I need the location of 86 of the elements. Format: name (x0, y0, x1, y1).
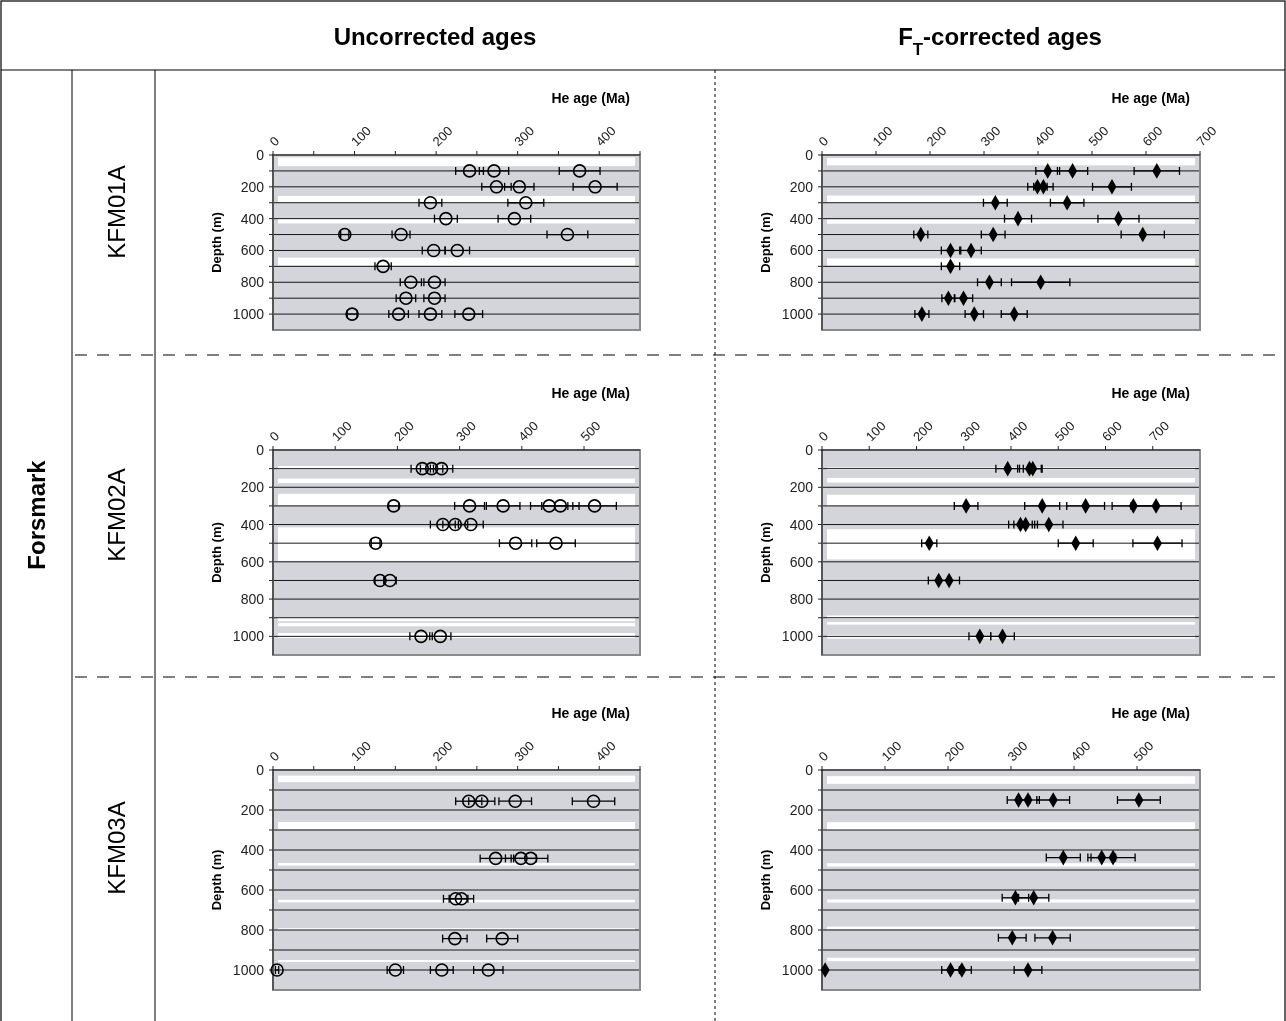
y-tick-label: 800 (240, 922, 265, 938)
y-tick-label: 200 (789, 479, 814, 496)
text: F$_{T}$-corrected ages (898, 23, 1102, 59)
x-tick-label: 700 (1146, 418, 1173, 445)
y-tick-label: 200 (240, 802, 265, 818)
y-tick-label: 400 (789, 210, 814, 227)
y-tick-label: 0 (805, 147, 814, 163)
x-tick-label: 300 (511, 738, 538, 765)
x-tick-label: 500 (1085, 123, 1112, 150)
x-axis-title: He age (Ma) (1111, 705, 1190, 721)
x-tick-label: 300 (453, 418, 480, 445)
y-axis-title: Depth (m) (758, 522, 773, 583)
x-tick-label: 300 (511, 123, 538, 150)
x-tick-label: 200 (923, 123, 950, 150)
y-tick-label: 1000 (781, 306, 814, 323)
y-tick-label: 400 (240, 210, 265, 227)
y-tick-label: 600 (240, 553, 265, 570)
y-tick-label: 1000 (781, 962, 814, 978)
x-tick-label: 200 (429, 738, 456, 765)
text: KFM03A (103, 801, 130, 895)
y-tick-label: 0 (256, 442, 265, 458)
x-tick-label: 200 (390, 418, 417, 445)
y-tick-label: 800 (789, 274, 814, 291)
y-tick-label: 800 (789, 922, 814, 938)
y-tick-label: 200 (240, 479, 265, 496)
x-tick-label: 400 (592, 123, 619, 150)
x-tick-label: 100 (348, 738, 375, 765)
text: KFM01A (103, 165, 130, 259)
y-tick-label: 400 (240, 842, 265, 858)
y-tick-label: 800 (240, 274, 265, 291)
y-tick-label: 200 (789, 802, 814, 818)
y-tick-label: 600 (240, 242, 265, 259)
y-tick-label: 600 (789, 882, 814, 898)
y-tick-label: 1000 (781, 628, 814, 645)
x-axis-title: He age (Ma) (551, 705, 630, 721)
x-tick-label: 500 (577, 418, 604, 445)
x-tick-label: 200 (910, 418, 936, 445)
y-tick-label: 400 (789, 516, 814, 533)
y-tick-label: 800 (789, 591, 814, 608)
y-axis-title: Depth (m) (209, 212, 224, 273)
text: KFM02A (103, 468, 130, 562)
y-tick-label: 400 (789, 842, 814, 858)
x-tick-label: 100 (869, 123, 896, 150)
x-tick-label: 100 (348, 123, 375, 150)
x-tick-label: 200 (429, 123, 456, 150)
x-tick-label: 400 (1067, 738, 1094, 765)
y-axis-title: Depth (m) (758, 212, 773, 273)
x-axis-title: He age (Ma) (1111, 90, 1190, 106)
y-axis-title: Depth (m) (209, 522, 224, 583)
y-tick-label: 400 (240, 516, 265, 533)
x-tick-label: 200 (941, 738, 968, 765)
y-tick-label: 0 (805, 762, 814, 778)
x-tick-label: 700 (1193, 123, 1220, 150)
y-tick-label: 1000 (232, 306, 265, 323)
x-tick-label: 400 (1031, 123, 1058, 150)
y-tick-label: 1000 (232, 628, 265, 645)
y-tick-label: 1000 (232, 962, 265, 978)
x-axis-title: He age (Ma) (1111, 385, 1190, 401)
x-tick-label: 500 (1130, 738, 1157, 765)
y-tick-label: 0 (256, 147, 265, 163)
y-tick-label: 200 (789, 178, 814, 195)
x-tick-label: 100 (328, 418, 355, 445)
x-tick-label: 100 (862, 418, 889, 445)
y-tick-label: 800 (240, 591, 265, 608)
x-tick-label: 400 (515, 418, 542, 445)
x-tick-label: 400 (592, 738, 619, 765)
y-tick-label: 600 (789, 242, 814, 259)
x-tick-label: 300 (977, 123, 1004, 150)
x-tick-label: 100 (878, 738, 905, 765)
x-tick-label: 600 (1099, 418, 1125, 445)
x-tick-label: 300 (957, 418, 984, 445)
x-tick-label: 500 (1051, 418, 1078, 445)
x-tick-label: 400 (1004, 418, 1031, 445)
y-axis-title: Depth (m) (758, 849, 773, 911)
text: Forsmark (23, 459, 50, 570)
y-axis-title: Depth (m) (209, 849, 224, 911)
y-tick-label: 200 (240, 178, 265, 195)
y-tick-label: 600 (789, 553, 814, 570)
y-tick-label: 600 (240, 882, 265, 898)
x-tick-label: 600 (1139, 123, 1166, 150)
x-axis-title: He age (Ma) (551, 90, 630, 106)
x-tick-label: 300 (1004, 738, 1031, 765)
text: Uncorrected ages (333, 23, 537, 50)
y-tick-label: 0 (256, 762, 265, 778)
x-axis-title: He age (Ma) (551, 385, 630, 401)
y-tick-label: 0 (805, 442, 814, 458)
